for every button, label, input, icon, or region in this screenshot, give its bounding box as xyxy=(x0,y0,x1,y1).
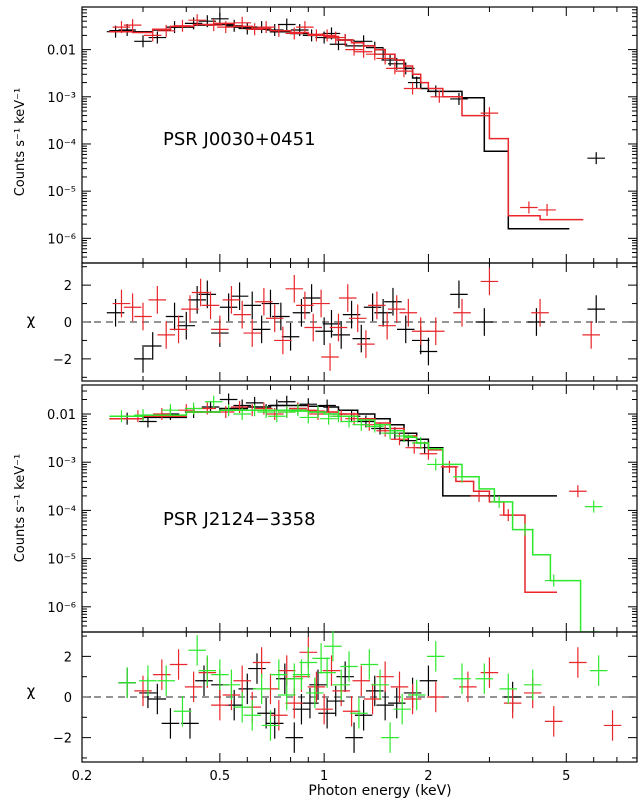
y-tick-label: −2 xyxy=(53,732,72,747)
data-layer xyxy=(106,12,605,230)
y-tick-label: 10⁻⁵ xyxy=(47,185,76,200)
panel-j0030-spectrum: 0.01 10⁻³ 10⁻⁴ 10⁻⁵ 10⁻⁶ xyxy=(47,6,638,264)
annotation-j2124: PSR J2124−3358 xyxy=(163,509,316,530)
y-tick-label: 10⁻³ xyxy=(47,91,76,106)
y-tick-label: 0 xyxy=(64,316,72,331)
y-tick-label: 2 xyxy=(64,279,72,294)
y-tick-label: 0.01 xyxy=(47,408,76,423)
y-tick-label: 0.01 xyxy=(47,44,76,59)
y-tick-label: 10⁻³ xyxy=(47,456,76,471)
panel-j2124-spectrum: 0.01 10⁻³ 10⁻⁴ 10⁻⁵ 10⁻⁶ xyxy=(47,384,638,633)
y-tick-label: 10⁻⁴ xyxy=(47,504,76,519)
x-tick-label: 2 xyxy=(424,769,432,784)
panel-j2124-residuals: 2 0 −2 0.2 0.5 1 2 5 xyxy=(53,630,638,784)
ylabel-top: Counts s⁻¹ keV⁻¹ xyxy=(13,88,28,197)
x-tick-label: 5 xyxy=(562,769,570,784)
x-tick-label: 1 xyxy=(320,769,328,784)
y-tick-label: 0 xyxy=(64,691,72,706)
ylabel-res1: χ xyxy=(27,311,36,329)
ylabel-res2: χ xyxy=(27,682,36,700)
model-step-red xyxy=(109,22,584,221)
data-layer xyxy=(109,393,603,632)
y-tick-label: −2 xyxy=(53,353,72,368)
x-tick-label: 0.5 xyxy=(210,769,231,784)
y-tick-label: 2 xyxy=(64,650,72,665)
y-tick-label: 10⁻⁶ xyxy=(47,601,76,616)
x-axis-label: Photon energy (keV) xyxy=(308,783,451,799)
model-step-red xyxy=(109,409,557,594)
y-tick-label: 10⁻⁶ xyxy=(47,232,76,247)
ylabel-mid: Counts s⁻¹ keV⁻¹ xyxy=(13,454,28,563)
panel-j0030-residuals: 2 0 −2 xyxy=(53,262,638,382)
y-tick-label: 10⁻⁵ xyxy=(47,553,76,568)
model-step-black xyxy=(109,23,570,230)
x-tick-label: 0.2 xyxy=(72,769,93,784)
annotation-j0030: PSR J0030+0451 xyxy=(163,129,316,150)
y-tick-label: 10⁻⁴ xyxy=(47,138,76,153)
